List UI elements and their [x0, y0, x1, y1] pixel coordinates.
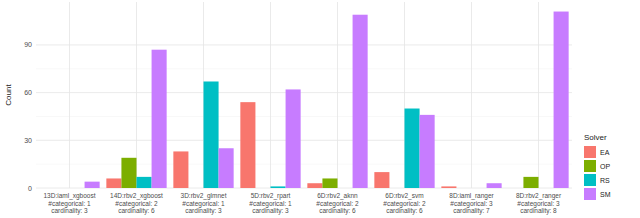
legend-key	[584, 174, 596, 186]
grid-line-x	[270, 2, 271, 188]
x-tick-label: 5D:rbv2_rpart#categorical: 1cardinality:…	[249, 192, 292, 215]
minor-grid	[36, 164, 572, 165]
minor-grid	[36, 116, 572, 117]
y-tick-label: 30	[24, 137, 32, 144]
bars	[85, 12, 569, 188]
bar	[152, 50, 167, 188]
bar	[137, 177, 152, 188]
x-tick-label: 13D:iaml_xgboost#categorical: 1cardinali…	[43, 192, 95, 215]
bar	[255, 188, 270, 189]
x-tick-label: 3D:rbv2_glmnet#categorical: 1cardinality…	[181, 192, 227, 215]
grid-line	[36, 44, 572, 45]
y-tick-label: 90	[24, 41, 32, 48]
x-tick-label: 6D:rbv2_svm#categorical: 2cardinality: 6	[383, 192, 426, 215]
minor-grid	[36, 68, 572, 69]
bar	[204, 81, 219, 188]
x-tick-label: 8D:rbv2_ranger#categorical: 3cardinality…	[516, 192, 562, 215]
bar	[188, 188, 203, 189]
bar	[286, 89, 301, 188]
bar	[389, 188, 404, 189]
grid-line	[36, 140, 572, 141]
x-tick-label: 14D:rbv2_xgboost#categorical: 2cardinali…	[110, 192, 163, 215]
grid-line-x	[69, 2, 70, 188]
bar	[338, 188, 353, 189]
grid-line-x	[337, 2, 338, 188]
bar	[420, 115, 435, 188]
bar	[39, 188, 54, 189]
legend-key	[584, 160, 596, 172]
background	[0, 0, 640, 218]
legend-key	[584, 188, 596, 200]
legend-title: Solver	[584, 133, 607, 142]
y-tick-label: 60	[24, 89, 32, 96]
bar	[173, 151, 188, 188]
y-tick-label: 0	[28, 185, 32, 192]
x-tick-label: 8D:iaml_ranger#categorical: 3cardinality…	[449, 192, 494, 215]
bar	[523, 177, 538, 188]
bar	[70, 188, 85, 189]
bar	[441, 186, 456, 188]
legend-key	[584, 146, 596, 158]
grid-line-x	[471, 2, 472, 188]
bar	[322, 178, 337, 188]
bar	[219, 148, 234, 188]
legend-label: RS	[600, 177, 610, 184]
legend-label: SM	[600, 191, 611, 198]
bar	[271, 186, 286, 188]
bar	[405, 109, 420, 188]
bar	[472, 188, 487, 189]
bar	[539, 188, 554, 189]
bar	[487, 183, 502, 188]
bar	[353, 15, 368, 188]
bar	[554, 12, 569, 188]
bar	[307, 183, 322, 188]
chart: 0 30 60 90 Count 13D:iaml_xgboost#categorical…	[0, 0, 640, 218]
bar	[85, 182, 100, 188]
bar	[54, 188, 69, 189]
bar	[240, 102, 255, 188]
y-axis-label: Count	[4, 84, 13, 106]
bar	[508, 188, 523, 189]
bar	[456, 188, 471, 189]
bar	[374, 172, 389, 188]
bar	[106, 178, 121, 188]
legend-label: OP	[600, 163, 610, 170]
legend-label: EA	[600, 149, 610, 156]
grid-line	[36, 92, 572, 93]
x-tick-label: 6D:rbv2_aknn#categorical: 2cardinality: …	[316, 192, 359, 215]
bar	[121, 158, 136, 188]
grid-line-x	[538, 2, 539, 188]
